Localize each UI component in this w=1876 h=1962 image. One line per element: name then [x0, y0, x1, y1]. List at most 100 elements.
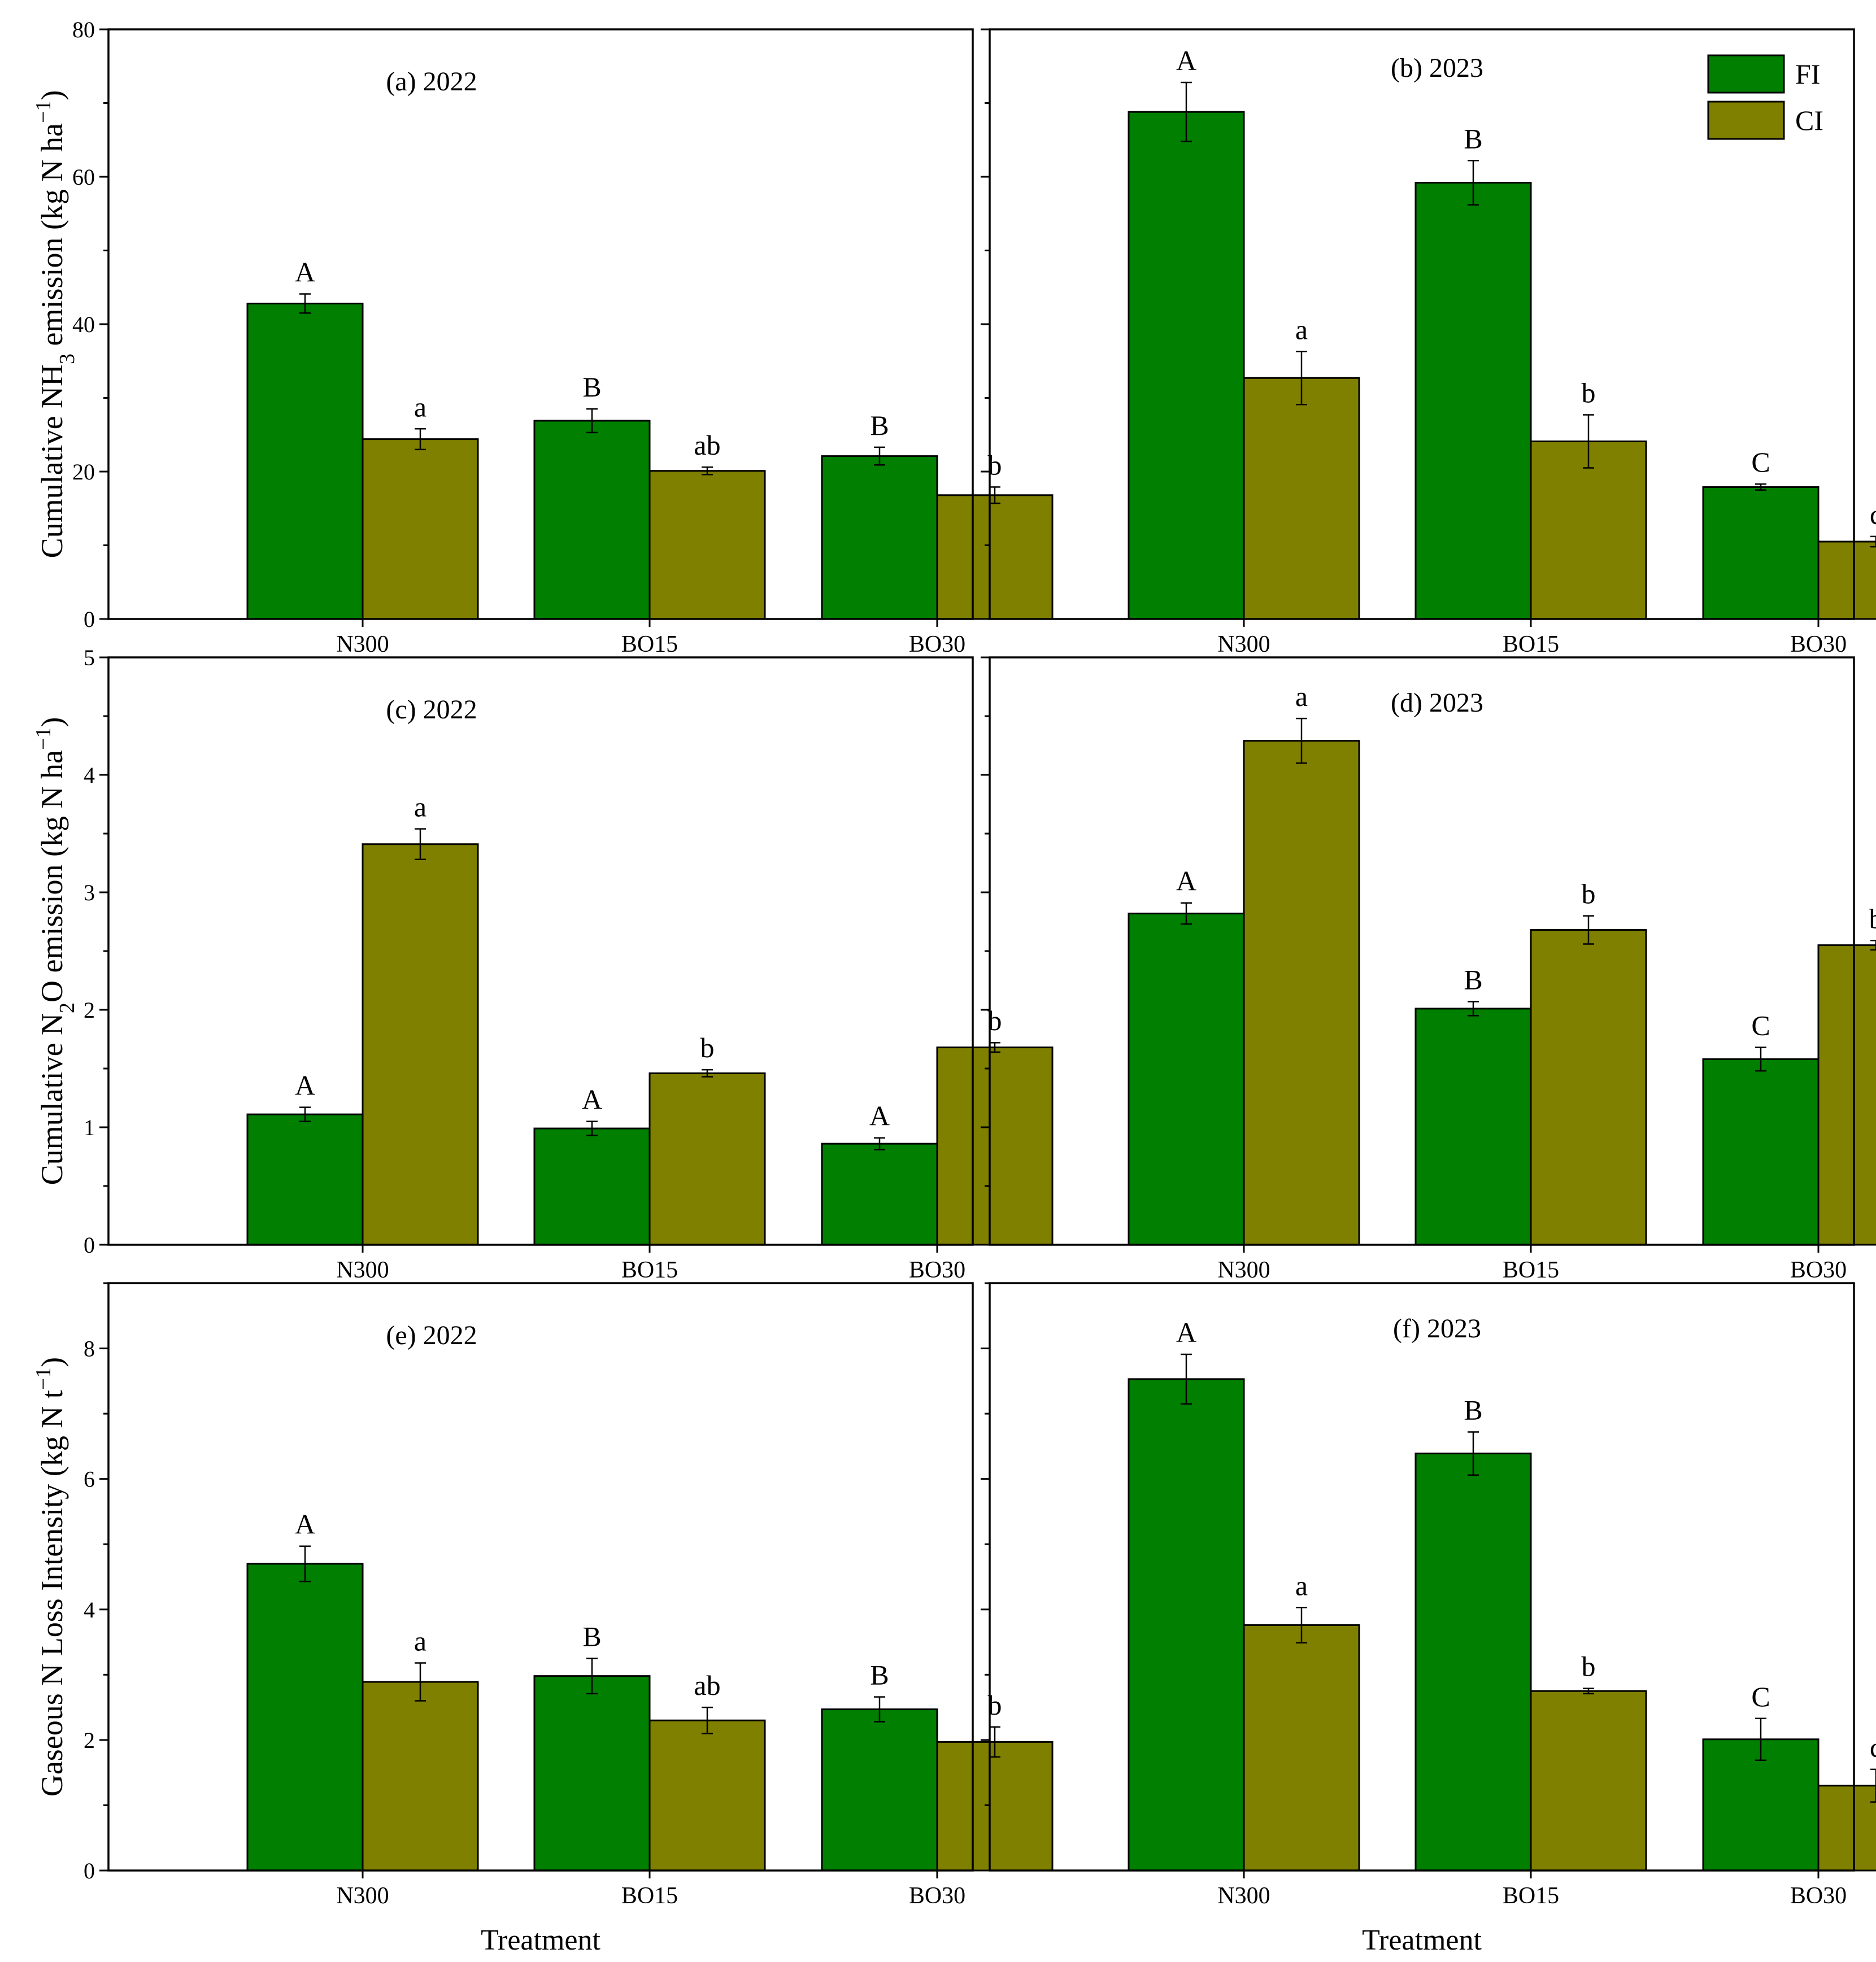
- bar-f-FI-BO30: [1702, 1738, 1820, 1872]
- sig-letter-c-FI-BO30: A: [869, 1100, 890, 1132]
- bar-f-CI-N300: [1243, 1624, 1360, 1872]
- error-bar-a-CI-BO15: [702, 466, 713, 476]
- error-bar-f-CI-N300: [1296, 1607, 1307, 1643]
- category-label-a-BO15: BO15: [621, 631, 678, 657]
- error-bar-c-FI-N300: [299, 1106, 311, 1122]
- bar-c-FI-BO30: [821, 1143, 938, 1246]
- bar-c-CI-BO30: [936, 1047, 1054, 1246]
- bar-e-FI-BO30: [821, 1708, 938, 1872]
- bar-e-CI-N300: [362, 1681, 479, 1872]
- sig-letter-a-CI-BO15: ab: [694, 429, 720, 461]
- bar-c-FI-N300: [246, 1113, 364, 1246]
- bar-f-CI-BO15: [1530, 1690, 1647, 1872]
- y-tick-label-a: 80: [72, 17, 95, 42]
- sig-letter-f-FI-BO30: C: [1751, 1681, 1770, 1712]
- y-tick-label-a: 0: [84, 607, 95, 632]
- bar-d-CI-BO30: [1817, 944, 1876, 1246]
- category-label-e-BO15: BO15: [621, 1883, 678, 1909]
- error-bar-e-CI-BO30: [989, 1726, 1000, 1758]
- bar-e-CI-BO30: [936, 1741, 1054, 1872]
- error-bar-d-FI-N300: [1181, 902, 1192, 925]
- x-axis-title-2: Treatment: [1362, 1924, 1482, 1956]
- y-tick-label-c: 1: [84, 1115, 95, 1140]
- y-tick-label-a: 60: [72, 164, 95, 190]
- bar-f-FI-N300: [1128, 1378, 1245, 1872]
- error-bar-b-CI-N300: [1296, 351, 1307, 406]
- error-bar-a-CI-N300: [415, 428, 426, 451]
- sig-letter-b-CI-N300: a: [1295, 313, 1308, 345]
- y-axis-title-1: Cumulative NH3 emission (kg N ha−1): [32, 90, 79, 559]
- bar-f-CI-BO30: [1817, 1785, 1876, 1872]
- axes-frame-d: [989, 656, 1855, 1246]
- y-tick-label-e: 8: [84, 1336, 95, 1362]
- category-label-f-N300: N300: [1217, 1883, 1270, 1909]
- bar-a-FI-N300: [246, 302, 364, 620]
- bar-c-CI-BO15: [648, 1072, 766, 1246]
- category-label-b-N300: N300: [1217, 631, 1270, 657]
- sig-letter-c-FI-BO15: A: [582, 1084, 602, 1115]
- axes-frame-f: [989, 1282, 1855, 1872]
- panel-title-e: (e) 2022: [386, 1320, 477, 1350]
- sig-letter-e-FI-BO30: B: [870, 1659, 889, 1691]
- y-tick-label-c: 0: [84, 1232, 95, 1258]
- error-bar-d-FI-BO15: [1468, 1001, 1479, 1017]
- sig-letter-a-FI-BO30: B: [870, 409, 889, 441]
- y-tick-label-a: 40: [72, 312, 95, 337]
- category-label-f-BO30: BO30: [1790, 1883, 1847, 1909]
- error-bar-d-CI-N300: [1296, 717, 1307, 764]
- error-bar-c-CI-BO30: [989, 1041, 1000, 1053]
- error-bar-a-FI-N300: [299, 293, 311, 314]
- bar-b-FI-N300: [1128, 111, 1245, 620]
- bar-d-CI-N300: [1243, 740, 1360, 1246]
- legend-label-FI: FI: [1795, 58, 1820, 90]
- category-label-b-BO30: BO30: [1790, 631, 1847, 657]
- category-label-f-BO15: BO15: [1503, 1883, 1559, 1909]
- y-tick-label-c: 3: [84, 880, 95, 905]
- category-label-c-BO30: BO30: [909, 1257, 965, 1283]
- sig-letter-a-FI-BO15: B: [582, 371, 601, 403]
- error-bar-c-FI-BO30: [874, 1137, 885, 1150]
- error-bar-b-CI-BO15: [1583, 414, 1594, 469]
- bar-b-FI-BO15: [1414, 181, 1532, 620]
- sig-letter-d-CI-N300: a: [1295, 681, 1308, 712]
- legend-swatch-CI: [1707, 101, 1785, 140]
- panel-b: Aa N300 Bb BO15 Cc BO30 (b) 2023: [981, 28, 1876, 657]
- y-tick-label-c: 4: [84, 762, 95, 788]
- category-label-b-BO15: BO15: [1503, 631, 1559, 657]
- category-label-c-BO15: BO15: [621, 1257, 678, 1283]
- panel-title-b: (b) 2023: [1391, 53, 1483, 83]
- error-bar-f-CI-BO15: [1583, 1688, 1594, 1695]
- error-bar-b-CI-BO30: [1870, 535, 1876, 548]
- bar-e-FI-BO15: [533, 1675, 651, 1872]
- error-bar-c-CI-N300: [415, 828, 426, 861]
- sig-letter-d-FI-BO30: C: [1751, 1010, 1770, 1041]
- sig-letter-f-CI-N300: a: [1295, 1569, 1308, 1601]
- sig-letter-b-FI-BO30: C: [1751, 446, 1770, 478]
- error-bar-d-FI-BO30: [1755, 1047, 1766, 1072]
- sig-letter-e-CI-N300: a: [414, 1625, 426, 1657]
- sig-letter-d-CI-BO15: b: [1582, 878, 1596, 910]
- sig-letter-f-FI-BO15: B: [1464, 1394, 1482, 1425]
- sig-letter-f-FI-N300: A: [1176, 1316, 1196, 1348]
- bar-c-CI-N300: [362, 843, 479, 1246]
- bar-d-CI-BO15: [1530, 929, 1647, 1246]
- sig-letter-a-CI-N300: a: [414, 391, 426, 422]
- sig-letter-b-CI-BO15: b: [1582, 377, 1596, 409]
- error-bar-f-CI-BO30: [1870, 1768, 1876, 1803]
- bar-a-FI-BO30: [821, 455, 938, 620]
- panel-title-c: (c) 2022: [386, 695, 477, 725]
- error-bar-a-FI-BO15: [586, 408, 598, 434]
- sig-letter-b-FI-BO15: B: [1464, 123, 1482, 154]
- panel-title-f: (f) 2023: [1393, 1314, 1481, 1344]
- category-label-a-BO30: BO30: [909, 631, 965, 657]
- axes-frame-b: [989, 28, 1855, 620]
- bar-a-FI-BO15: [533, 420, 651, 620]
- error-bar-d-CI-BO15: [1583, 915, 1594, 945]
- error-bar-a-FI-BO30: [874, 446, 885, 466]
- error-bar-a-CI-BO30: [989, 486, 1000, 504]
- category-label-d-BO30: BO30: [1790, 1257, 1847, 1283]
